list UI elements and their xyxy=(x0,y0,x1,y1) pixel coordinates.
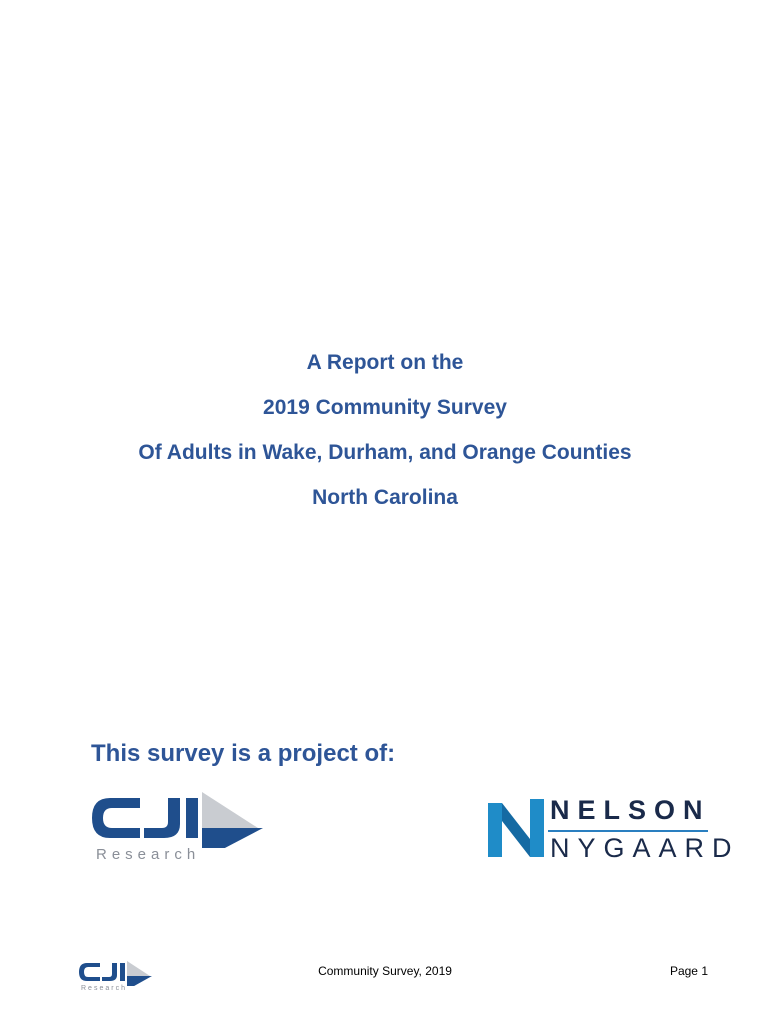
title-line-2: 2019 Community Survey xyxy=(263,396,507,419)
footer-cji-logo: Research xyxy=(78,960,153,996)
nelson-nygaard-logo: NELSON NYGAARD xyxy=(486,795,732,863)
title-line-4: North Carolina xyxy=(312,486,458,509)
nelson-nygaard-n-mark xyxy=(488,799,544,857)
cji-logo-mark xyxy=(92,792,263,860)
nelson-nygaard-word-1: NELSON xyxy=(550,795,711,825)
project-heading: This survey is a project of: xyxy=(91,740,396,767)
title-line-1: A Report on the xyxy=(306,351,464,374)
cji-logo-subtitle: Research xyxy=(96,846,201,863)
report-title: A Report on the 2019 Community Survey Of… xyxy=(0,340,770,520)
footer-page-number: Page 1 xyxy=(669,964,708,978)
cji-research-logo: Research xyxy=(88,788,268,866)
footer-cji-logo-subtitle: Research xyxy=(81,985,127,992)
title-line-3: Of Adults in Wake, Durham, and Orange Co… xyxy=(138,441,632,464)
footer-document-title: Community Survey, 2019 xyxy=(318,964,452,978)
nelson-nygaard-word-2: NYGAARD xyxy=(550,833,740,863)
nelson-nygaard-divider xyxy=(548,830,708,832)
